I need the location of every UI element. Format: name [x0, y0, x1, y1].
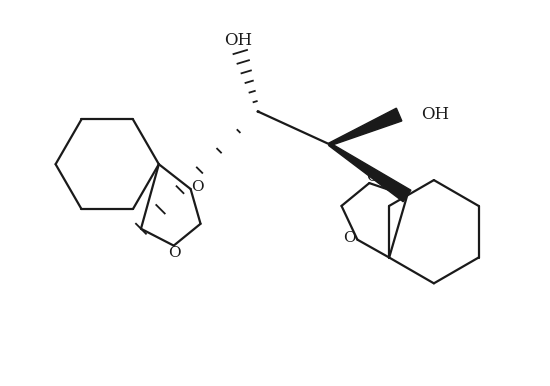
Text: O: O — [191, 180, 204, 194]
Text: O: O — [168, 245, 181, 259]
Text: O: O — [366, 170, 378, 184]
Polygon shape — [329, 143, 411, 202]
Text: OH: OH — [224, 32, 252, 49]
Text: OH: OH — [421, 106, 449, 123]
Polygon shape — [329, 108, 402, 146]
Text: O: O — [343, 231, 356, 245]
